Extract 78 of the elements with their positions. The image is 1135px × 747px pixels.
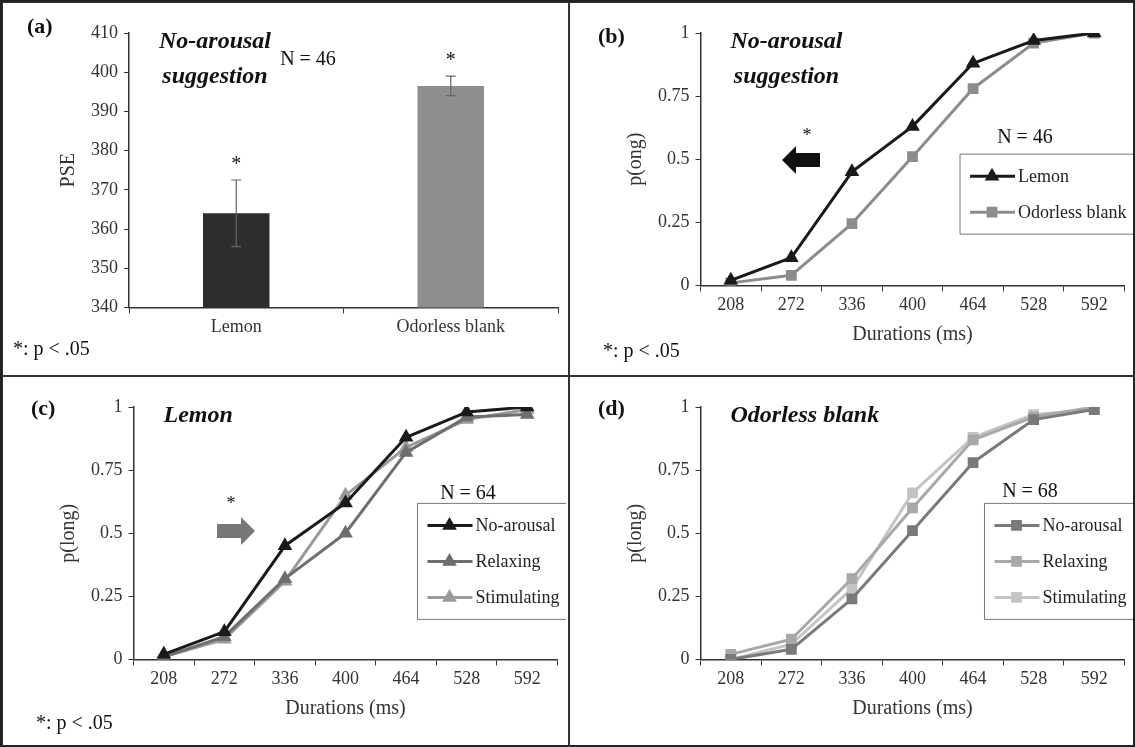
annotation: *: [231, 152, 242, 174]
x-tick-label: 464: [392, 667, 420, 688]
y-tick-label: 0.25: [658, 211, 690, 232]
y-tick-label: 340: [91, 296, 118, 317]
y-axis-title: p(long): [623, 503, 647, 563]
y-tick-label: 0: [680, 274, 690, 295]
annotation: N = 46: [997, 125, 1053, 147]
annotation: *: [802, 125, 812, 145]
x-tick-label: 464: [959, 667, 987, 688]
annotation: *: [226, 493, 236, 513]
y-tick-label: 0.5: [100, 521, 123, 542]
legend-label: Stimulating: [1042, 587, 1127, 608]
legend-label: Relaxing: [1042, 551, 1108, 572]
text: *: p < .05: [36, 711, 113, 734]
chart-title: No-arousal suggestion: [729, 27, 843, 88]
x-tick-label: 272: [777, 667, 805, 688]
x-tick-label: 592: [513, 667, 541, 688]
y-tick-label: 0.75: [658, 458, 690, 479]
x-tick-label: 528: [1020, 667, 1048, 688]
text: *: p < .05: [13, 337, 90, 360]
y-tick-label: 0.75: [91, 458, 123, 479]
text: *: p < .05: [603, 339, 680, 362]
x-tick-label: 400: [332, 667, 359, 688]
y-tick-label: 350: [91, 256, 118, 277]
y-tick-label: 1: [113, 395, 123, 416]
x-tick-label: 208: [150, 667, 178, 688]
text: (d): [598, 395, 625, 420]
x-axis-title: Durations (ms): [852, 696, 973, 720]
x-tick-label: 464: [959, 293, 987, 314]
y-tick-label: 410: [91, 21, 118, 42]
x-axis-title: Durations (ms): [852, 322, 973, 346]
y-tick-label: 1: [680, 21, 690, 42]
legend-label: No-arousal: [475, 515, 556, 536]
legend-label: No-arousal: [1042, 515, 1123, 536]
y-axis-title: p(ong): [623, 132, 647, 186]
y-tick-label: 390: [91, 100, 118, 121]
legend-label: Relaxing: [475, 551, 541, 572]
x-tick-label: 528: [453, 667, 481, 688]
x-tick-label: 592: [1080, 667, 1108, 688]
annotation: N = 64: [440, 481, 496, 503]
x-tick-label: 336: [838, 293, 866, 314]
text: (c): [31, 395, 56, 420]
x-tick-label: 400: [899, 667, 926, 688]
y-tick-label: 0: [113, 648, 123, 669]
x-axis-title: Durations (ms): [285, 696, 406, 720]
legend-label: Odorless blank: [1018, 201, 1127, 222]
annotation: N = 68: [1002, 479, 1058, 501]
legend-label: Lemon: [1018, 165, 1070, 186]
y-tick-label: 0.5: [667, 147, 690, 168]
chart-title: Odorless blank: [730, 401, 880, 427]
y-tick-label: 0.25: [658, 585, 690, 606]
y-tick-label: 0.75: [658, 84, 690, 105]
annotation: N = 46: [280, 47, 336, 69]
x-tick-label: 592: [1080, 293, 1108, 314]
y-axis-title: PSE: [56, 152, 79, 188]
text: (a): [27, 13, 53, 38]
x-tick-label: 336: [838, 667, 866, 688]
y-tick-label: 370: [91, 178, 118, 199]
annotation: *: [445, 48, 456, 71]
y-tick-label: 1: [680, 395, 690, 416]
y-tick-label: 0.5: [667, 521, 690, 542]
y-tick-label: 400: [91, 60, 118, 81]
text: (b): [598, 23, 625, 48]
y-tick-label: 360: [91, 217, 118, 238]
y-tick-label: 0: [680, 648, 690, 669]
chart-title: Lemon: [162, 401, 233, 427]
x-tick-label: 528: [1020, 293, 1048, 314]
legend-label: Stimulating: [475, 587, 560, 608]
x-tick-label: 208: [717, 667, 745, 688]
y-tick-label: 0.25: [91, 585, 123, 606]
x-tick-label: 400: [899, 293, 926, 314]
y-tick-label: 380: [91, 139, 118, 160]
x-tick-label: 272: [777, 293, 805, 314]
text: No-arousal suggestion: [157, 27, 272, 88]
x-tick-label: 336: [271, 667, 299, 688]
y-axis-title: p(long): [56, 503, 80, 563]
x-tick-label: 208: [717, 293, 745, 314]
x-tick-label: 272: [210, 667, 238, 688]
